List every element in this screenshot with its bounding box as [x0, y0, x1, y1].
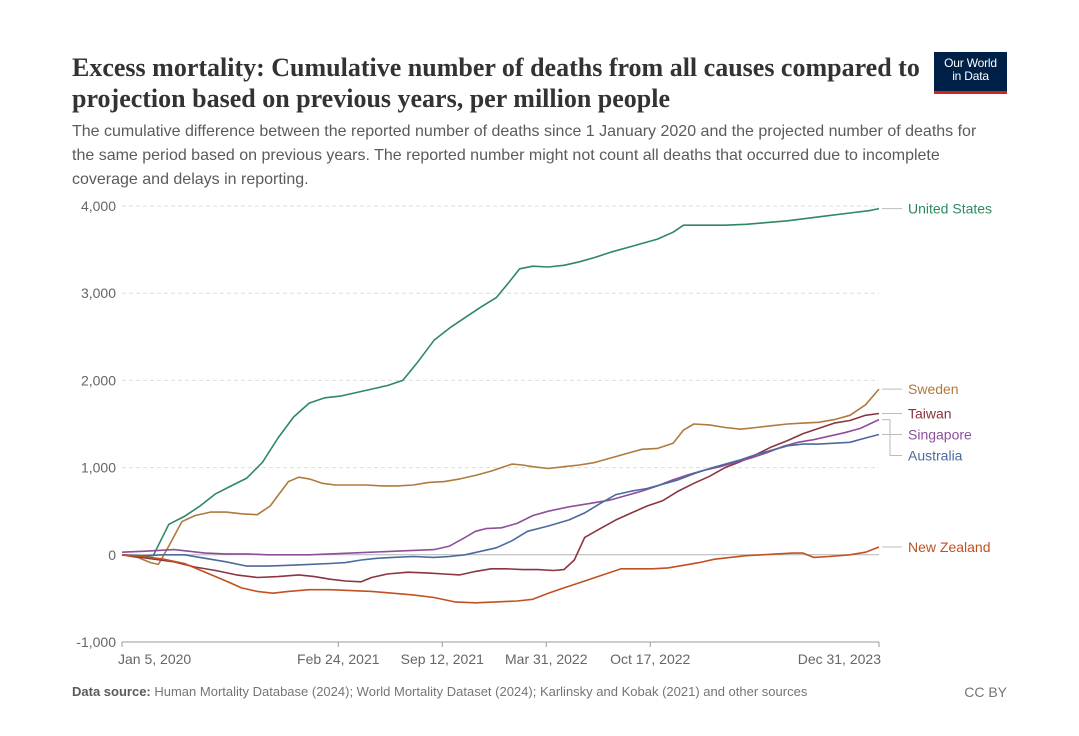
series-label-united-states: United States — [908, 201, 992, 217]
series-line-australia — [121, 433, 880, 567]
series-labels: United States Sweden Taiwan Singapore Austra… — [882, 201, 992, 555]
x-tick-label: Mar 31, 2022 — [505, 651, 588, 667]
label-connector-singapore — [882, 419, 902, 435]
y-tick-label: 3,000 — [81, 285, 116, 301]
series-label-singapore: Singapore — [908, 427, 972, 443]
series-label-australia: Australia — [908, 448, 963, 464]
x-tick-label: Jan 5, 2020 — [118, 651, 191, 667]
chart-title: Excess mortality: Cumulative number of d… — [72, 53, 920, 113]
gridlines — [122, 205, 879, 556]
y-tick-label: 0 — [108, 547, 116, 563]
line-chart: -1,000 0 1,000 2,000 3,000 4,000 Jan 5, 2020 F… — [76, 198, 992, 667]
owid-logo[interactable]: Our World in Data — [934, 52, 1007, 94]
y-tick-label: 1,000 — [81, 460, 116, 476]
data-source-text: Human Mortality Database (2024); World M… — [150, 684, 808, 699]
y-tick-label: 2,000 — [81, 372, 116, 388]
y-tick-label: 4,000 — [81, 198, 116, 214]
series-label-new-zealand: New Zealand — [908, 539, 991, 555]
series-line-singapore — [121, 418, 880, 556]
series-line-sweden — [121, 388, 880, 566]
y-tick-label: -1,000 — [76, 634, 116, 650]
x-tick-label: Dec 31, 2023 — [798, 651, 881, 667]
x-tick-label: Oct 17, 2022 — [610, 651, 690, 667]
chart-subtitle: The cumulative difference between the re… — [72, 123, 977, 188]
logo-line-1: Our World — [944, 56, 997, 70]
series-label-taiwan: Taiwan — [908, 406, 952, 422]
x-tick-label: Sep 12, 2021 — [401, 651, 485, 667]
chart-footer: Data source: Human Mortality Database (2… — [72, 684, 1007, 700]
y-axis-tick-labels: -1,000 0 1,000 2,000 3,000 4,000 — [76, 198, 116, 650]
series-line-united-states — [121, 207, 880, 558]
data-source-label: Data source: — [72, 684, 151, 699]
x-tick-label: Feb 24, 2021 — [297, 651, 380, 667]
series-line-new-zealand — [121, 546, 880, 604]
series-lines — [121, 207, 880, 604]
x-axis: Jan 5, 2020 Feb 24, 2021 Sep 12, 2021 Mar 3… — [118, 641, 881, 667]
series-label-sweden: Sweden — [908, 381, 959, 397]
logo-line-2: in Data — [952, 69, 989, 83]
label-connector-australia — [882, 434, 902, 456]
series-line-taiwan — [121, 412, 880, 583]
license-link[interactable]: CC BY — [964, 684, 1007, 700]
